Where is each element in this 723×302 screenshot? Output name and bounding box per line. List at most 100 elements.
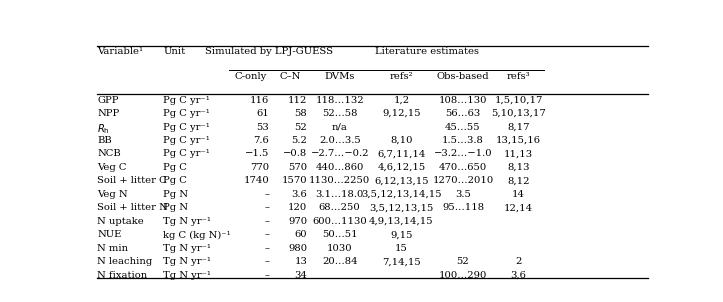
Text: −1.5: −1.5 [245, 149, 269, 159]
Text: refs²: refs² [390, 72, 413, 81]
Text: 1130…2250: 1130…2250 [309, 176, 370, 185]
Text: 2: 2 [515, 257, 522, 266]
Text: Pg C: Pg C [163, 163, 187, 172]
Text: 7.6: 7.6 [253, 136, 269, 145]
Text: $R_\mathrm{h}$: $R_\mathrm{h}$ [97, 123, 110, 136]
Text: 13,15,16: 13,15,16 [496, 136, 541, 145]
Text: Tg N yr⁻¹: Tg N yr⁻¹ [163, 244, 211, 253]
Text: −0.8: −0.8 [283, 149, 307, 159]
Text: 68…250: 68…250 [319, 204, 361, 212]
Text: Tg N yr⁻¹: Tg N yr⁻¹ [163, 271, 211, 280]
Text: 1030: 1030 [327, 244, 353, 253]
Text: BB: BB [97, 136, 112, 145]
Text: 1,2: 1,2 [393, 95, 409, 104]
Text: 3.6: 3.6 [291, 190, 307, 199]
Text: C-only: C-only [234, 72, 267, 81]
Text: 980: 980 [288, 244, 307, 253]
Text: 15: 15 [395, 244, 408, 253]
Text: 5.2: 5.2 [291, 136, 307, 145]
Text: Obs-based: Obs-based [437, 72, 489, 81]
Text: 61: 61 [257, 109, 269, 118]
Text: 120: 120 [288, 204, 307, 212]
Text: 116: 116 [250, 95, 269, 104]
Text: 3.1…18.0: 3.1…18.0 [315, 190, 364, 199]
Text: 95…118: 95…118 [442, 204, 484, 212]
Text: N leaching: N leaching [97, 257, 153, 266]
Text: refs³: refs³ [507, 72, 530, 81]
Text: 100…290: 100…290 [439, 271, 487, 280]
Text: −3.2…−1.0: −3.2…−1.0 [434, 149, 492, 159]
Text: Unit: Unit [163, 47, 185, 56]
Text: 53: 53 [257, 123, 269, 131]
Text: N min: N min [97, 244, 128, 253]
Text: –: – [264, 204, 269, 212]
Text: 4,9,13,14,15: 4,9,13,14,15 [369, 217, 434, 226]
Text: Veg C: Veg C [97, 163, 127, 172]
Text: 12,14: 12,14 [504, 204, 533, 212]
Text: n/a: n/a [332, 123, 348, 131]
Text: Veg N: Veg N [97, 190, 128, 199]
Text: Pg C: Pg C [163, 176, 187, 185]
Text: 52: 52 [457, 257, 469, 266]
Text: Pg N: Pg N [163, 204, 188, 212]
Text: 118…132: 118…132 [315, 95, 364, 104]
Text: –: – [264, 190, 269, 199]
Text: –: – [264, 271, 269, 280]
Text: –: – [264, 230, 269, 239]
Text: 970: 970 [288, 217, 307, 226]
Text: Pg C yr⁻¹: Pg C yr⁻¹ [163, 149, 210, 159]
Text: 52: 52 [294, 123, 307, 131]
Text: 13: 13 [294, 257, 307, 266]
Text: 440…860: 440…860 [315, 163, 364, 172]
Text: 6,7,11,14: 6,7,11,14 [377, 149, 426, 159]
Text: 3,6: 3,6 [510, 271, 526, 280]
Text: 58: 58 [294, 109, 307, 118]
Text: 20…84: 20…84 [322, 257, 358, 266]
Text: kg C (kg N)⁻¹: kg C (kg N)⁻¹ [163, 230, 231, 239]
Text: NCB: NCB [97, 149, 121, 159]
Text: NUE: NUE [97, 230, 121, 239]
Text: 14: 14 [512, 190, 525, 199]
Text: 108…130: 108…130 [439, 95, 487, 104]
Text: 52…58: 52…58 [322, 109, 357, 118]
Text: Variable¹: Variable¹ [97, 47, 143, 56]
Text: 50…51: 50…51 [322, 230, 358, 239]
Text: 60: 60 [294, 230, 307, 239]
Text: –: – [264, 217, 269, 226]
Text: 9,15: 9,15 [390, 230, 413, 239]
Text: –: – [264, 244, 269, 253]
Text: 8,12: 8,12 [508, 176, 530, 185]
Text: Pg C yr⁻¹: Pg C yr⁻¹ [163, 136, 210, 145]
Text: 1270…2010: 1270…2010 [432, 176, 494, 185]
Text: 570: 570 [288, 163, 307, 172]
Text: DVMs: DVMs [325, 72, 355, 81]
Text: C–N: C–N [280, 72, 301, 81]
Text: 3,5,12,13,15: 3,5,12,13,15 [369, 204, 434, 212]
Text: 3.5: 3.5 [455, 190, 471, 199]
Text: N uptake: N uptake [97, 217, 144, 226]
Text: Pg N: Pg N [163, 190, 188, 199]
Text: 1,5,10,17: 1,5,10,17 [495, 95, 543, 104]
Text: Tg N yr⁻¹: Tg N yr⁻¹ [163, 217, 211, 226]
Text: Literature estimates: Literature estimates [375, 47, 479, 56]
Text: 1740: 1740 [244, 176, 269, 185]
Text: Soil + litter C: Soil + litter C [97, 176, 167, 185]
Text: 1570: 1570 [281, 176, 307, 185]
Text: Tg N yr⁻¹: Tg N yr⁻¹ [163, 257, 211, 266]
Text: 34: 34 [294, 271, 307, 280]
Text: 9,12,15: 9,12,15 [382, 109, 421, 118]
Text: GPP: GPP [97, 95, 119, 104]
Text: 11,13: 11,13 [504, 149, 533, 159]
Text: 4,6,12,15: 4,6,12,15 [377, 163, 425, 172]
Text: 56…63: 56…63 [445, 109, 481, 118]
Text: 6,12,13,15: 6,12,13,15 [374, 176, 429, 185]
Text: 470…650: 470…650 [439, 163, 487, 172]
Text: 112: 112 [288, 95, 307, 104]
Text: –: – [264, 257, 269, 266]
Text: NPP: NPP [97, 109, 119, 118]
Text: 7,14,15: 7,14,15 [382, 257, 421, 266]
Text: 3,5,12,13,14,15: 3,5,12,13,14,15 [361, 190, 442, 199]
Text: Simulated by LPJ-GUESS: Simulated by LPJ-GUESS [205, 47, 333, 56]
Text: 8,10: 8,10 [390, 136, 413, 145]
Text: Pg C yr⁻¹: Pg C yr⁻¹ [163, 123, 210, 131]
